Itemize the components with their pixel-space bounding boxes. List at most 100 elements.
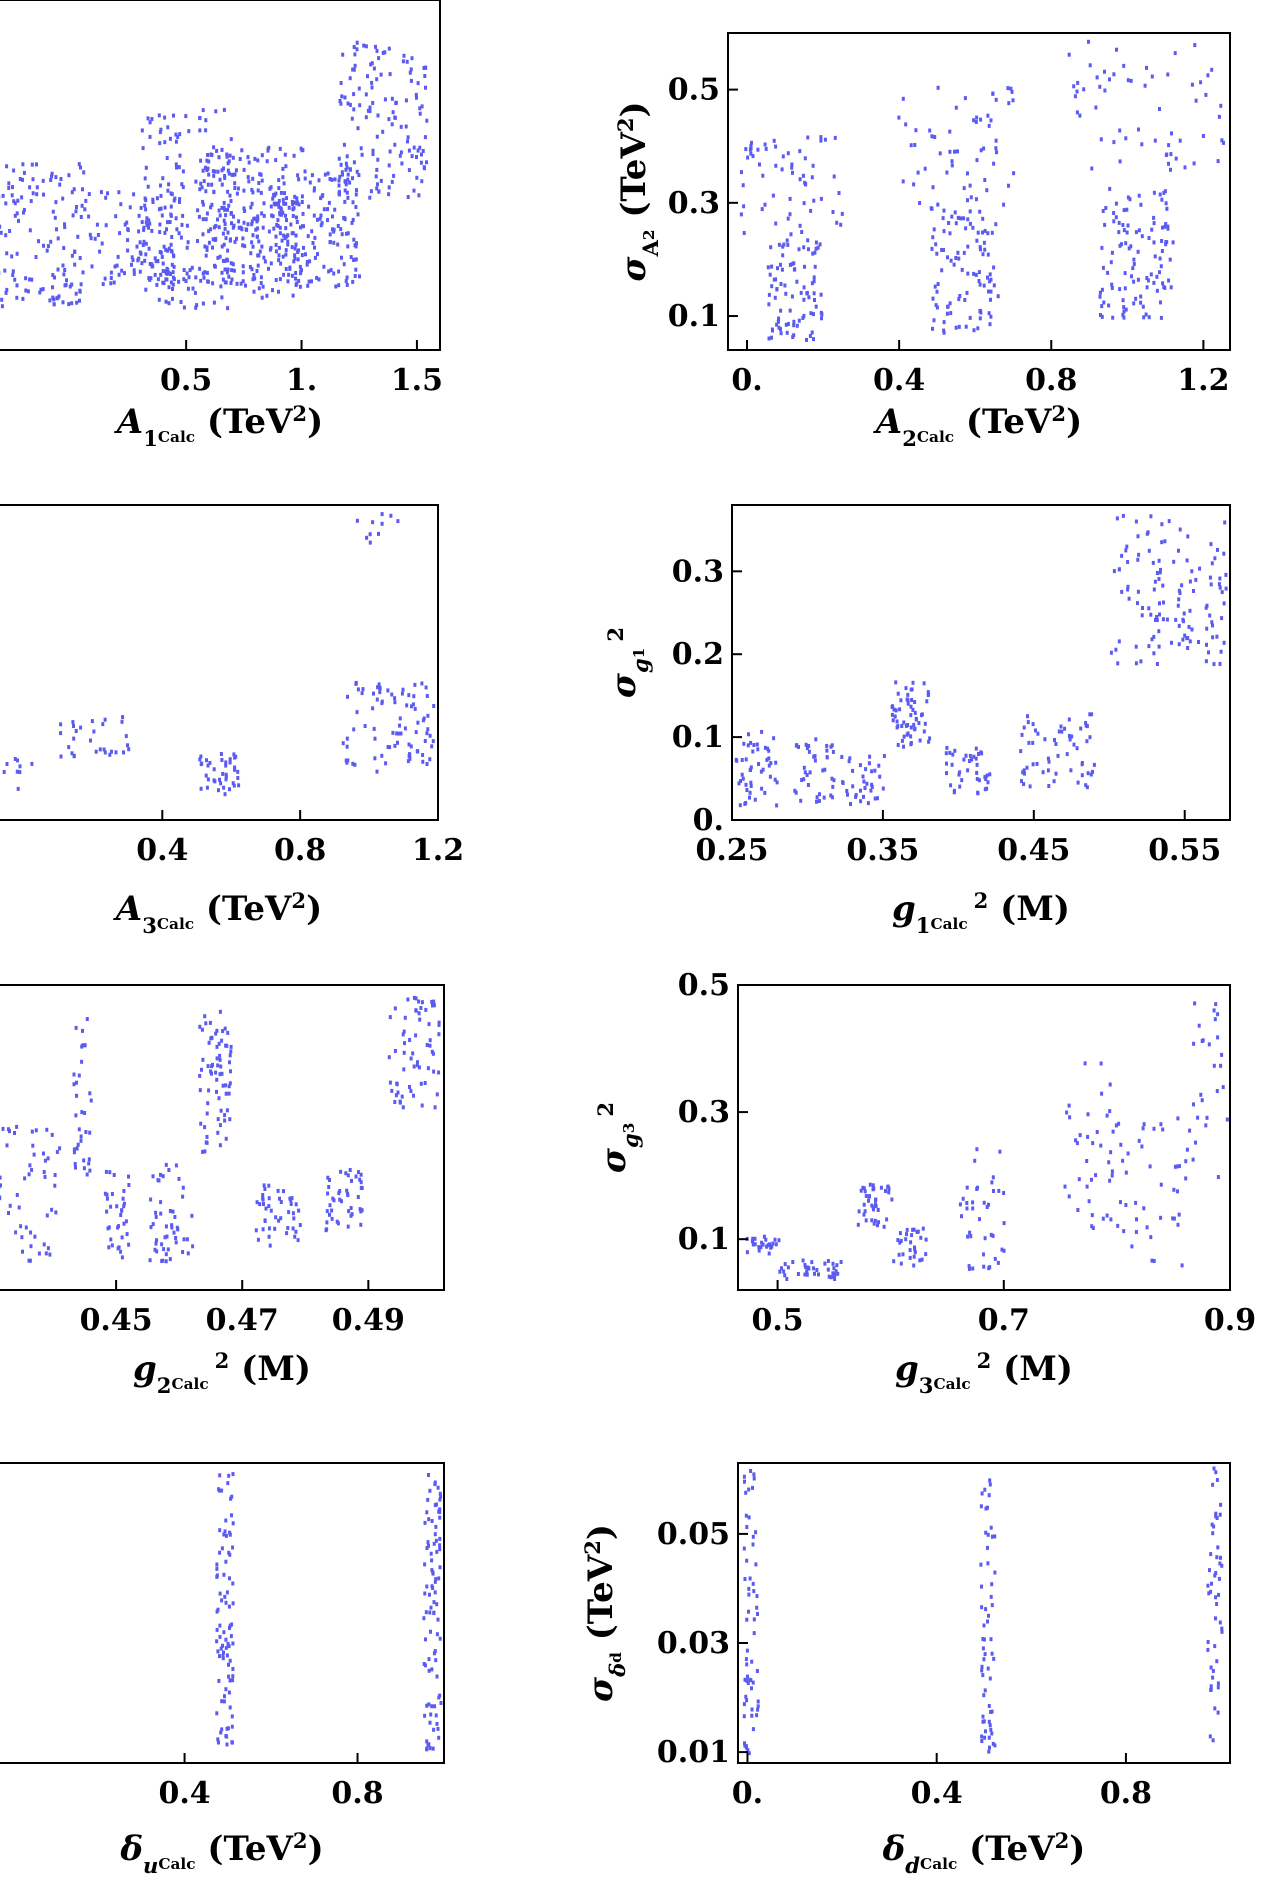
- data-point: [1109, 1150, 1113, 1155]
- data-point: [986, 1561, 990, 1566]
- data-point: [267, 229, 271, 234]
- data-point: [57, 294, 61, 299]
- data-point: [396, 740, 399, 745]
- data-point: [948, 129, 952, 134]
- data-point: [161, 269, 165, 273]
- data-point: [223, 1026, 227, 1031]
- data-point: [383, 50, 387, 55]
- data-point: [291, 293, 295, 298]
- data-point: [267, 1226, 271, 1231]
- data-point: [942, 248, 945, 252]
- data-point: [175, 227, 179, 232]
- data-point: [1161, 617, 1165, 622]
- data-point: [332, 1198, 336, 1203]
- data-point: [949, 311, 953, 316]
- data-point: [215, 1562, 219, 1567]
- data-point: [780, 267, 784, 272]
- data-point: [241, 243, 245, 248]
- data-point: [196, 208, 200, 213]
- data-point: [10, 193, 14, 198]
- data-point: [376, 182, 379, 187]
- data-point: [303, 169, 307, 174]
- data-point: [267, 266, 270, 271]
- points-A2: [739, 39, 1225, 342]
- data-point: [430, 744, 434, 749]
- data-point: [122, 1204, 126, 1209]
- data-point: [186, 240, 190, 245]
- data-point: [281, 166, 285, 171]
- data-point: [5, 762, 9, 766]
- x-tick-label: 1.2: [1177, 363, 1229, 398]
- data-point: [758, 162, 761, 167]
- data-point: [981, 252, 985, 257]
- data-point: [1075, 746, 1079, 751]
- data-point: [310, 229, 314, 234]
- data-point: [49, 239, 53, 244]
- data-point: [201, 168, 205, 173]
- data-point: [75, 1146, 79, 1151]
- data-point: [291, 1211, 295, 1216]
- data-point: [1219, 103, 1223, 108]
- data-point: [393, 696, 397, 701]
- data-point: [294, 1202, 298, 1207]
- data-point: [298, 1223, 302, 1227]
- data-point: [360, 1186, 364, 1190]
- data-point: [5, 251, 9, 256]
- data-point: [200, 1067, 203, 1072]
- data-point: [297, 278, 301, 283]
- data-point: [224, 1687, 228, 1692]
- data-point: [439, 1494, 443, 1499]
- data-point: [299, 146, 303, 151]
- x-tick-label: 0.55: [1148, 833, 1221, 868]
- data-point: [151, 197, 155, 202]
- data-point: [864, 1218, 868, 1223]
- data-point: [356, 212, 360, 217]
- data-point: [428, 1043, 432, 1048]
- data-point: [15, 769, 19, 774]
- data-point: [1216, 159, 1220, 164]
- data-point: [78, 289, 82, 294]
- data-point: [199, 278, 203, 283]
- data-point: [894, 680, 898, 685]
- data-point: [1217, 582, 1221, 587]
- data-point: [1076, 1208, 1080, 1212]
- data-point: [1123, 271, 1127, 276]
- data-point: [11, 273, 15, 277]
- data-point: [295, 281, 299, 286]
- data-point: [338, 1189, 342, 1193]
- data-point: [144, 198, 148, 203]
- data-point: [427, 1022, 431, 1027]
- data-point: [1143, 83, 1147, 88]
- data-point: [1166, 224, 1170, 229]
- data-point: [51, 285, 54, 290]
- data-point: [810, 1260, 814, 1265]
- data-point: [277, 289, 280, 294]
- data-point: [103, 717, 107, 722]
- x-tick-label: 0.7: [978, 1303, 1030, 1338]
- data-point: [287, 1210, 291, 1215]
- data-point: [345, 190, 349, 195]
- data-point: [430, 1704, 434, 1709]
- data-point: [1114, 647, 1118, 652]
- data-point: [206, 763, 210, 768]
- data-point: [232, 214, 235, 219]
- data-point: [738, 803, 742, 808]
- data-point: [757, 762, 760, 766]
- data-point: [299, 271, 303, 276]
- data-point: [945, 745, 949, 750]
- data-point: [1218, 1620, 1222, 1625]
- data-point: [245, 227, 249, 232]
- data-point: [185, 223, 189, 228]
- data-point: [1155, 618, 1159, 623]
- data-point: [1173, 1164, 1177, 1169]
- data-point: [1084, 783, 1088, 788]
- data-point: [250, 267, 254, 272]
- data-point: [996, 294, 1000, 299]
- data-point: [124, 734, 128, 739]
- data-point: [350, 1212, 354, 1217]
- data-point: [783, 1273, 787, 1278]
- data-point: [936, 85, 940, 90]
- data-point: [988, 1745, 991, 1750]
- data-point: [1147, 644, 1151, 649]
- data-point: [773, 295, 777, 300]
